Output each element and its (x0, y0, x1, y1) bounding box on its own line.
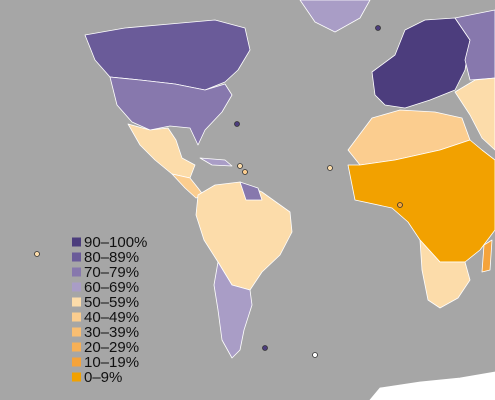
guiana (239, 181, 263, 201)
legend-label: 70–79% (84, 264, 139, 281)
legend-swatch (72, 237, 81, 247)
legend-label: 90–100% (84, 234, 147, 251)
central-africa (347, 139, 495, 263)
madagascar (481, 239, 493, 273)
greenland (299, 0, 371, 33)
canada (84, 19, 251, 91)
cuba (199, 157, 233, 167)
island (397, 202, 403, 208)
legend-swatch (72, 312, 81, 322)
mexico (127, 123, 196, 179)
legend-label: 80–89% (84, 249, 139, 266)
island (234, 121, 240, 127)
island (327, 165, 333, 171)
legend-label: 60–69% (84, 279, 139, 296)
legend-swatch (72, 357, 81, 367)
island (34, 251, 40, 257)
island (242, 169, 248, 175)
island (375, 25, 381, 31)
antarctica (369, 371, 495, 400)
legend-swatch (72, 267, 81, 277)
island (312, 352, 318, 358)
legend-label: 0–9% (84, 369, 122, 386)
southern-cone (213, 261, 253, 359)
south-america-north (195, 181, 293, 291)
legend-label: 30–39% (84, 324, 139, 341)
legend-label: 10–19% (84, 354, 139, 371)
legend-label: 20–29% (84, 339, 139, 356)
russia (454, 9, 495, 81)
middle-east (454, 77, 495, 151)
legend-swatch (72, 282, 81, 292)
legend-swatch (72, 342, 81, 352)
legend-label: 50–59% (84, 294, 139, 311)
legend-label: 40–49% (84, 309, 139, 326)
usa (109, 76, 233, 146)
island (237, 163, 243, 169)
island (262, 345, 268, 351)
legend-swatch (72, 327, 81, 337)
europe (371, 17, 471, 109)
legend: 90–100%80–89%70–79%60–69%50–59%40–49%30–… (72, 234, 147, 386)
legend-swatch (72, 297, 81, 307)
legend-swatch (72, 252, 81, 262)
southern-africa (419, 239, 471, 309)
legend-swatch (72, 372, 81, 382)
